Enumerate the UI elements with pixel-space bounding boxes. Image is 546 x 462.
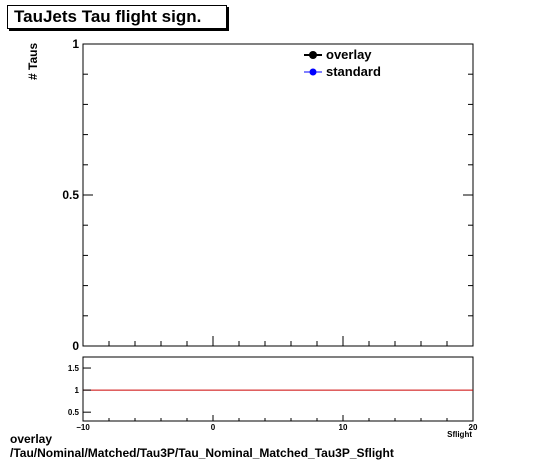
ratio-x-tick-label: −10 — [76, 423, 90, 432]
footer-line-1: overlay — [10, 432, 53, 446]
main-y-tick-label: 0.5 — [62, 188, 79, 202]
ratio-y-tick-label: 1 — [75, 386, 80, 395]
ratio-plot-frame — [82, 356, 474, 422]
ratio-x-tick-label: 0 — [211, 423, 216, 432]
footer-line-2: /Tau/Nominal/Matched/Tau3P/Tau_Nominal_M… — [10, 446, 394, 460]
legend-overlay-label: overlay — [326, 47, 372, 62]
ratio-y-tick-label: 0.5 — [68, 408, 80, 417]
legend-standard-marker — [309, 68, 317, 76]
ratio-x-axis-label: Sflight — [447, 430, 472, 439]
main-y-axis-label: # Taus — [26, 43, 40, 80]
ratio-x-tick-label: 20 — [469, 423, 478, 432]
main-y-tick-label: 1 — [72, 37, 79, 51]
main-plot-frame — [82, 43, 474, 347]
ratio-y-tick-label: 1.5 — [68, 364, 80, 373]
ratio-x-tick-label: 10 — [339, 423, 348, 432]
legend: overlay standard — [304, 47, 381, 79]
main-y-tick-label: 0 — [72, 339, 79, 353]
legend-standard-label: standard — [326, 64, 381, 79]
plot-title: TauJets Tau flight sign. — [7, 5, 227, 29]
legend-overlay-marker — [309, 51, 317, 59]
